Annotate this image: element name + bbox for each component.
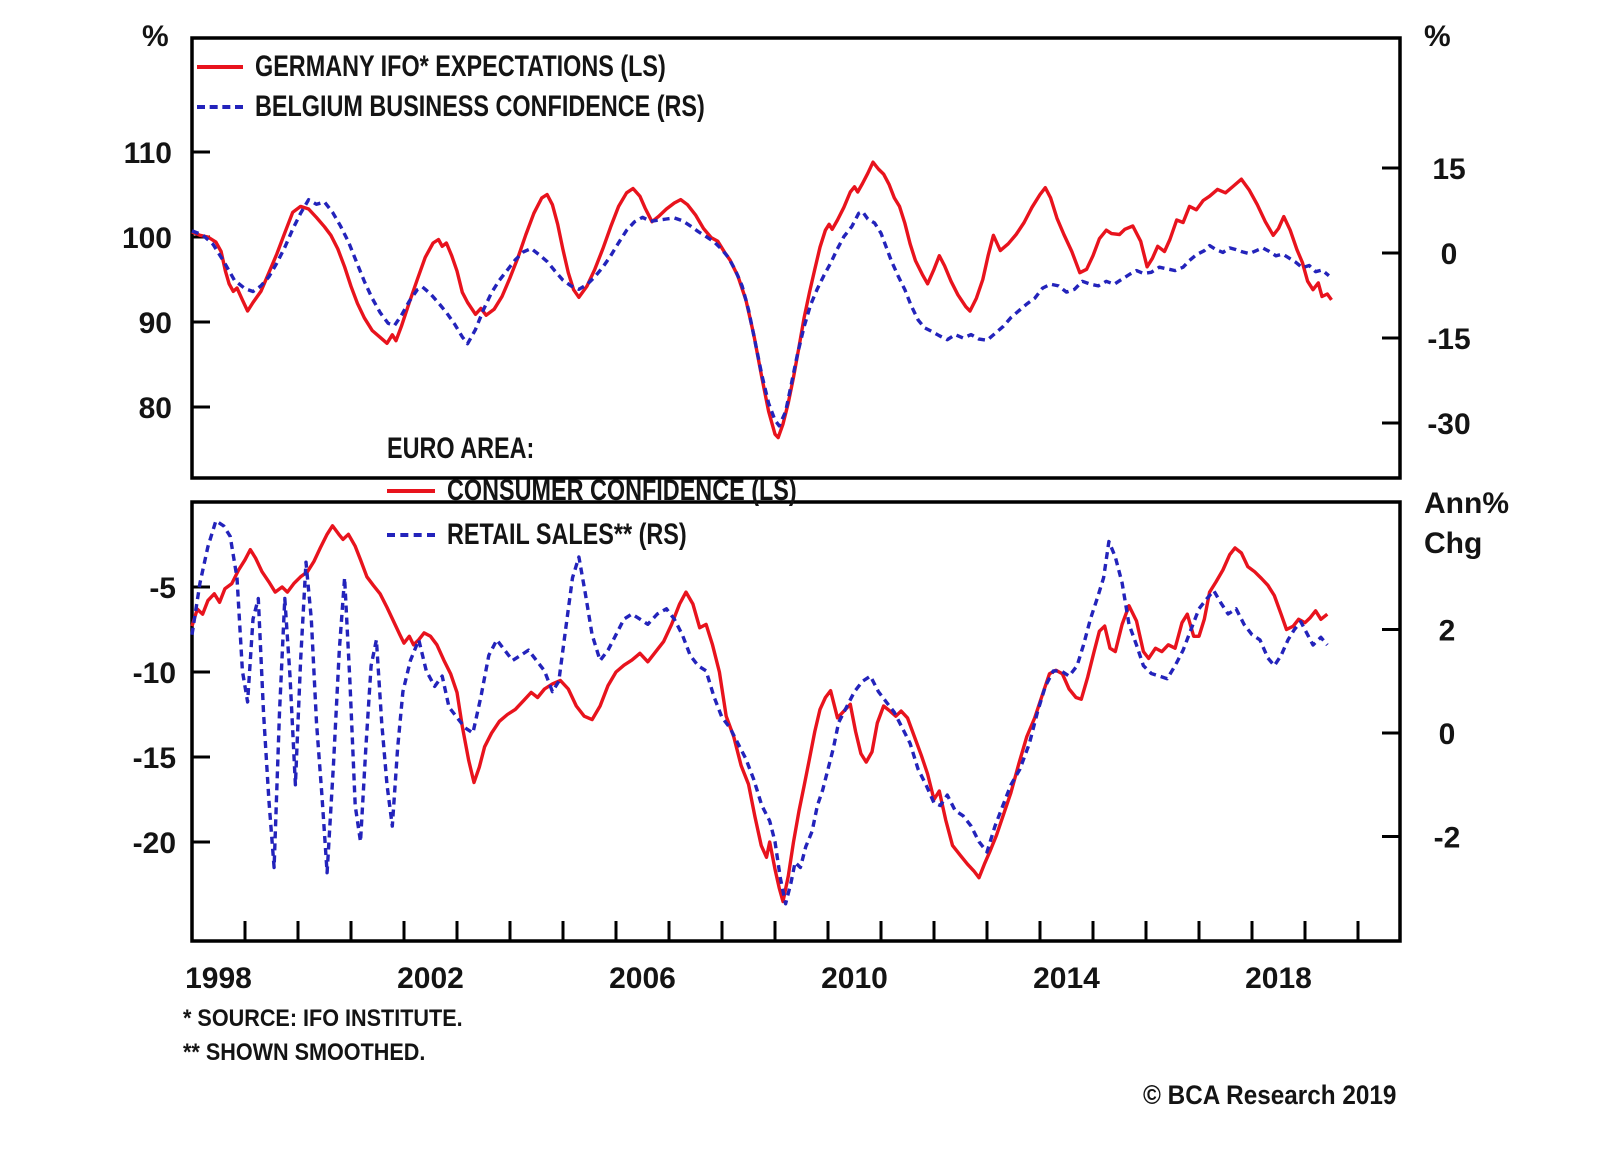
legend-item-germany-ifo: GERMANY IFO* EXPECTATIONS (LS) xyxy=(197,50,782,83)
svg-text:2010: 2010 xyxy=(821,962,888,995)
svg-text:-20: -20 xyxy=(133,827,176,860)
svg-text:80: 80 xyxy=(139,392,172,425)
svg-text:-15: -15 xyxy=(1427,323,1470,356)
series-germany-ifo-expectations-ls- xyxy=(191,160,1333,440)
top-left-axis-unit: % xyxy=(142,20,169,53)
svg-text:15: 15 xyxy=(1432,153,1465,186)
svg-text:-10: -10 xyxy=(133,657,176,690)
svg-text:100: 100 xyxy=(122,222,172,255)
bottom-right-axis-unit-line2: Chg xyxy=(1424,527,1483,560)
footnote-smoothed: ** SHOWN SMOOTHED. xyxy=(183,1039,426,1066)
svg-text:-2: -2 xyxy=(1434,822,1461,855)
legend-item-belgium-confidence: BELGIUM BUSINESS CONFIDENCE (RS) xyxy=(197,90,832,123)
series-retail-sales-rs- xyxy=(190,519,1329,906)
svg-text:2: 2 xyxy=(1439,615,1456,648)
svg-text:-15: -15 xyxy=(133,742,176,775)
legend-item-consumer-confidence: CONSUMER CONFIDENCE (LS) xyxy=(387,474,895,507)
legend-label-germany-ifo: GERMANY IFO* EXPECTATIONS (LS) xyxy=(255,50,666,83)
legend-group-label-euro-area: EURO AREA: xyxy=(387,432,535,465)
legend-label-consumer-confidence: CONSUMER CONFIDENCE (LS) xyxy=(447,474,797,507)
svg-text:0: 0 xyxy=(1439,718,1456,751)
svg-text:2014: 2014 xyxy=(1033,962,1100,995)
svg-text:-5: -5 xyxy=(149,572,176,605)
blue-dashed-line-swatch xyxy=(197,105,243,109)
svg-text:2006: 2006 xyxy=(609,962,676,995)
bottom-right-axis-unit-line1: Ann% xyxy=(1424,487,1509,520)
copyright-notice: © BCA Research 2019 xyxy=(1143,1080,1397,1110)
legend-label-retail-sales: RETAIL SALES** (RS) xyxy=(447,518,687,551)
svg-text:90: 90 xyxy=(139,307,172,340)
top-right-axis-unit: % xyxy=(1424,20,1451,53)
svg-text:-30: -30 xyxy=(1427,408,1470,441)
svg-text:110: 110 xyxy=(124,137,172,170)
legend-item-retail-sales: RETAIL SALES** (RS) xyxy=(387,518,754,551)
svg-text:0: 0 xyxy=(1441,238,1458,271)
legend-label-belgium-confidence: BELGIUM BUSINESS CONFIDENCE (RS) xyxy=(255,90,705,123)
series-consumer-confidence-ls- xyxy=(190,524,1329,904)
svg-text:2018: 2018 xyxy=(1245,962,1312,995)
blue-dashed-line-swatch xyxy=(387,533,435,537)
footnote-source: * SOURCE: IFO INSTITUTE. xyxy=(183,1005,463,1032)
svg-text:2002: 2002 xyxy=(397,962,464,995)
red-solid-line-swatch xyxy=(387,489,435,493)
svg-text:1998: 1998 xyxy=(185,962,252,995)
red-solid-line-swatch xyxy=(197,65,243,69)
